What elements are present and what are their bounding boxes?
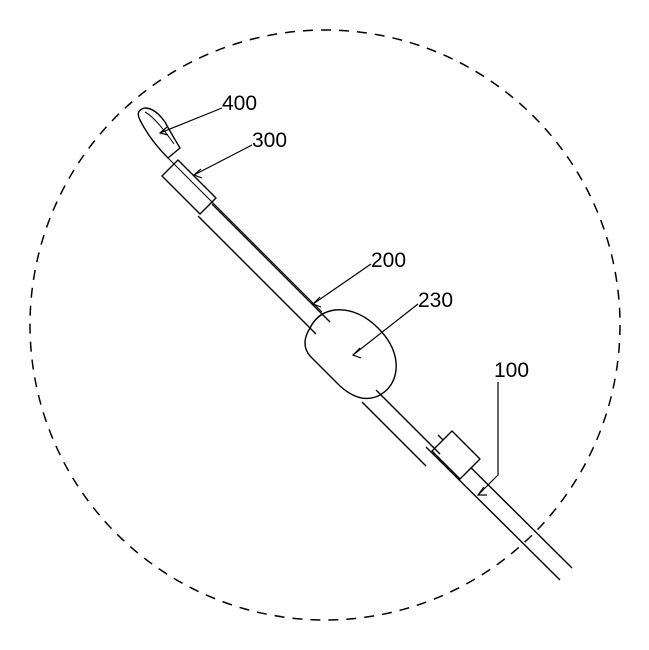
segment-100 [426, 431, 572, 580]
label-230: 230 [418, 289, 453, 312]
device-body [138, 108, 572, 580]
label-300: 300 [252, 129, 287, 152]
inner-wire [168, 158, 322, 312]
technical-diagram: 400 300 200 230 100 [0, 0, 649, 650]
leader-200 [313, 264, 371, 307]
label-400: 400 [222, 92, 257, 115]
leader-300 [194, 145, 252, 178]
segment-230 [305, 310, 396, 399]
label-200: 200 [371, 249, 406, 272]
label-100: 100 [494, 359, 529, 382]
